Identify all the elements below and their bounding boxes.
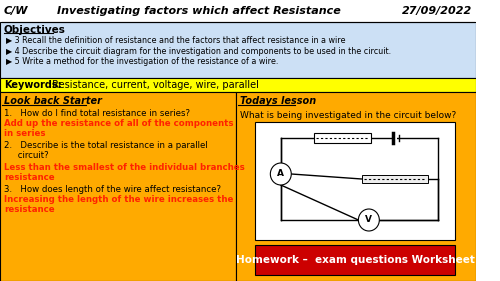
- Text: circuit?: circuit?: [4, 151, 48, 160]
- Text: resistance: resistance: [4, 205, 54, 214]
- Text: in series: in series: [4, 130, 45, 139]
- Text: Add up the resistance of all of the components: Add up the resistance of all of the comp…: [4, 119, 234, 128]
- Text: V: V: [366, 216, 372, 225]
- Text: Keywords:: Keywords:: [4, 80, 61, 90]
- FancyBboxPatch shape: [393, 132, 397, 144]
- FancyBboxPatch shape: [0, 0, 476, 22]
- Text: Increasing the length of the wire increases the: Increasing the length of the wire increa…: [4, 196, 233, 205]
- FancyBboxPatch shape: [362, 175, 428, 183]
- Text: 2.   Describe is the total resistance in a parallel: 2. Describe is the total resistance in a…: [4, 142, 208, 151]
- FancyBboxPatch shape: [255, 245, 455, 275]
- Text: 3.   How does length of the wire affect resistance?: 3. How does length of the wire affect re…: [4, 185, 221, 194]
- Circle shape: [358, 209, 380, 231]
- FancyBboxPatch shape: [0, 22, 476, 78]
- FancyBboxPatch shape: [255, 122, 455, 240]
- Text: 27/09/2022: 27/09/2022: [402, 6, 472, 16]
- Text: 1.   How do I find total resistance in series?: 1. How do I find total resistance in ser…: [4, 110, 190, 119]
- Text: ▶ 4 Describe the circuit diagram for the investigation and components to be used: ▶ 4 Describe the circuit diagram for the…: [6, 46, 391, 56]
- Text: Look back Starter: Look back Starter: [4, 96, 102, 106]
- Text: Less than the smallest of the individual branches: Less than the smallest of the individual…: [4, 162, 244, 171]
- Text: A: A: [278, 169, 284, 178]
- FancyBboxPatch shape: [0, 78, 476, 92]
- Text: Todays lesson: Todays lesson: [240, 96, 316, 106]
- Text: Resistance, current, voltage, wire, parallel: Resistance, current, voltage, wire, para…: [50, 80, 260, 90]
- Text: ▶ 5 Write a method for the investigation of the resistance of a wire.: ▶ 5 Write a method for the investigation…: [6, 58, 278, 67]
- Circle shape: [270, 163, 291, 185]
- FancyBboxPatch shape: [236, 92, 476, 281]
- Text: Objectives: Objectives: [4, 25, 66, 35]
- Text: ▶ 3 Recall the definition of resistance and the factors that affect resistance i: ▶ 3 Recall the definition of resistance …: [6, 35, 345, 44]
- Text: C/W: C/W: [4, 6, 28, 16]
- Text: Investigating factors which affect Resistance: Investigating factors which affect Resis…: [57, 6, 341, 16]
- Text: What is being investigated in the circuit below?: What is being investigated in the circui…: [240, 110, 456, 119]
- Text: Homework –  exam questions Worksheet: Homework – exam questions Worksheet: [236, 255, 474, 265]
- Text: resistance: resistance: [4, 173, 54, 182]
- FancyBboxPatch shape: [314, 133, 371, 143]
- FancyBboxPatch shape: [0, 92, 236, 281]
